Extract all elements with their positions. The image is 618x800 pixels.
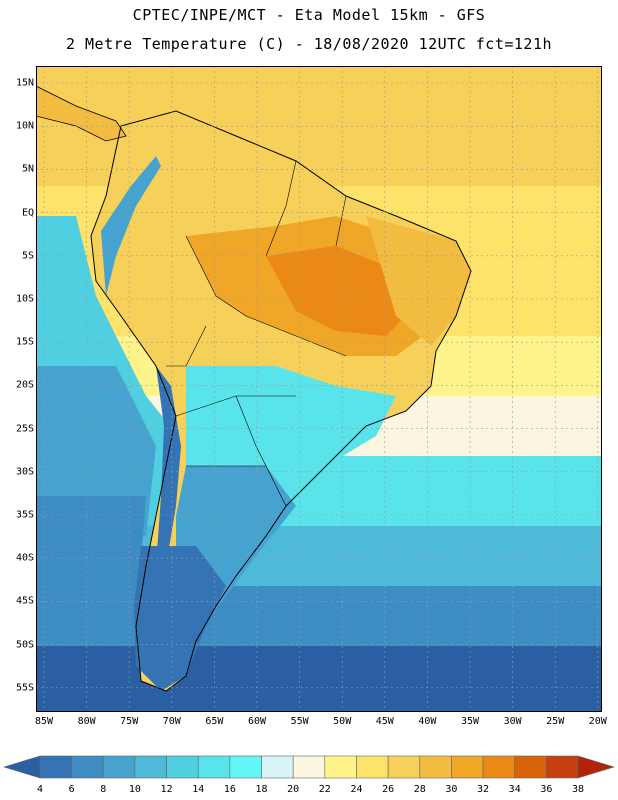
latitude-label: 55S — [15, 682, 34, 694]
chart-title-line1: CPTEC/INPE/MCT - Eta Model 15km - GFS — [132, 6, 486, 24]
colorbar-swatch — [292, 755, 326, 779]
colorbar-swatch — [102, 755, 136, 779]
colorbar-tick-label: 26 — [382, 784, 395, 795]
colorbar-swatch — [71, 755, 104, 779]
longitude-label: 60W — [247, 716, 267, 727]
colorbar-tick-label: 32 — [477, 784, 490, 795]
latitude-label: 25S — [15, 423, 34, 435]
colorbar-tick-label: 24 — [350, 784, 363, 795]
longitude-label: 55W — [290, 716, 309, 727]
longitude-label: 65W — [205, 716, 224, 727]
colorbar-arrow-low — [2, 755, 41, 779]
colorbar-tick-label: 22 — [318, 784, 331, 795]
colorbar-tick-label: 34 — [508, 784, 521, 795]
longitude-label: 80W — [77, 716, 96, 727]
colorbar-tick-label: 28 — [413, 784, 426, 795]
colorbar-swatch — [546, 755, 579, 779]
colorbar-tick-label: 36 — [540, 784, 553, 795]
longitude-label: 45W — [375, 716, 394, 727]
colorbar-swatch — [387, 755, 421, 779]
latitude-label: 20S — [15, 379, 34, 391]
colorbar-tick-label: 4 — [36, 784, 44, 795]
latitude-label: 40S — [15, 552, 34, 564]
colorbar-swatch — [39, 755, 72, 779]
temperature-map — [36, 66, 602, 712]
colorbar-tick-label: 8 — [100, 784, 107, 795]
latitude-label: 10S — [15, 293, 34, 305]
colorbar-tick-label: 20 — [287, 784, 300, 795]
longitude-label: 70W — [162, 716, 181, 727]
colorbar-swatch — [261, 755, 294, 779]
longitude-label: 30W — [503, 716, 522, 727]
longitude-label: 25W — [546, 716, 565, 727]
andes-cold-ridge-2 — [156, 366, 181, 566]
colorbar-tick-label: 14 — [192, 784, 205, 795]
latitude-label: 45S — [15, 595, 34, 607]
colorbar-swatch — [166, 755, 199, 779]
continent-northeast-warm — [366, 216, 471, 346]
pacific-cool-region-2 — [36, 366, 156, 536]
latitude-label: 50S — [15, 639, 34, 651]
andes-cold-ridge — [101, 156, 161, 296]
country-borders — [166, 160, 347, 507]
latitude-label: 10N — [15, 120, 34, 132]
colorbar-tick-label: 16 — [223, 784, 236, 795]
colorbar-swatch — [419, 755, 452, 779]
colorbar-swatch — [134, 755, 167, 779]
latitude-label: 5N — [21, 163, 34, 175]
colorbar — [2, 755, 616, 779]
colorbar-tick-label: 12 — [160, 784, 173, 795]
continent-hot-core — [266, 246, 416, 336]
band-far-south — [36, 646, 602, 712]
continent-patagonia — [134, 546, 226, 691]
latitude-label: 15N — [15, 77, 34, 89]
longitude-label: 75W — [120, 716, 139, 727]
coastline — [90, 110, 472, 692]
central-america — [36, 86, 126, 141]
longitude-label: 35W — [460, 716, 480, 727]
latitude-label: 30S — [15, 466, 34, 478]
colorbar-swatch — [451, 755, 484, 779]
colorbar-swatch — [197, 755, 231, 779]
graticule — [36, 66, 602, 712]
chart-title-line2: 2 Metre Temperature (C) - 18/08/2020 12U… — [65, 35, 553, 53]
colorbar-swatch — [514, 755, 547, 779]
colorbar-tick-label: 6 — [68, 784, 75, 795]
colorbar-tick-label: 18 — [255, 784, 268, 795]
latitude-label: EQ — [21, 207, 34, 219]
longitude-label: 85W — [34, 716, 54, 727]
colorbar-tick-label: 38 — [571, 784, 585, 795]
latitude-label: 5S — [21, 250, 34, 262]
colorbar-swatch — [356, 755, 389, 779]
colorbar-tick-label: 10 — [128, 784, 141, 795]
longitude-label: 20W — [588, 716, 607, 727]
latitude-label: 15S — [15, 336, 34, 348]
colorbar-swatch — [229, 755, 262, 779]
latitude-label: 35S — [15, 509, 34, 521]
pacific-cold-region — [36, 496, 146, 626]
longitude-label: 40W — [418, 716, 437, 727]
colorbar-swatch — [482, 755, 516, 779]
longitude-label: 50W — [333, 716, 352, 727]
colorbar-swatch — [324, 755, 357, 779]
colorbar-arrow-high — [577, 755, 616, 779]
colorbar-tick-label: 30 — [445, 784, 458, 795]
